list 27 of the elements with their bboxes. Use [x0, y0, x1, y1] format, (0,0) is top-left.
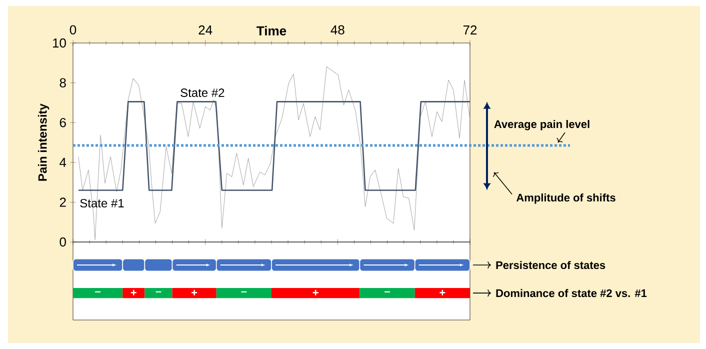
line-series — [78, 66, 470, 240]
x-tick-label: 48 — [330, 25, 344, 34]
category-label: Dominance of state #2 vs. #1 — [496, 289, 647, 298]
x-tick-label: 24 — [198, 25, 212, 34]
y-axis-title: Pain intensity — [38, 104, 50, 181]
data-label: + — [312, 290, 318, 296]
y-tick-label: 8 — [60, 78, 66, 88]
category-label: Persistence of states — [496, 260, 606, 270]
data-label: + — [192, 290, 198, 296]
data-label: + — [130, 290, 136, 296]
x-tick-label: 72 — [463, 25, 477, 34]
data-label: – — [95, 291, 101, 292]
data-label: – — [241, 291, 247, 292]
annotation: State #1 — [80, 198, 124, 208]
annotation: State #2 — [180, 88, 224, 97]
y-tick-label: 4 — [60, 158, 66, 167]
y-tick-label: 10 — [53, 38, 66, 48]
y-tick-label: 6 — [60, 118, 66, 128]
data-label: + — [440, 290, 446, 296]
y-tick-label: 2 — [60, 198, 66, 207]
x-axis-title: Time — [256, 26, 286, 36]
data-label: – — [384, 291, 390, 292]
x-tick-label: 0 — [70, 25, 76, 34]
data-label: – — [156, 291, 162, 292]
ref-line-label: Average pain level — [494, 120, 590, 130]
text: Amplitude of shifts — [516, 193, 616, 204]
y-tick-label: 0 — [60, 237, 66, 247]
